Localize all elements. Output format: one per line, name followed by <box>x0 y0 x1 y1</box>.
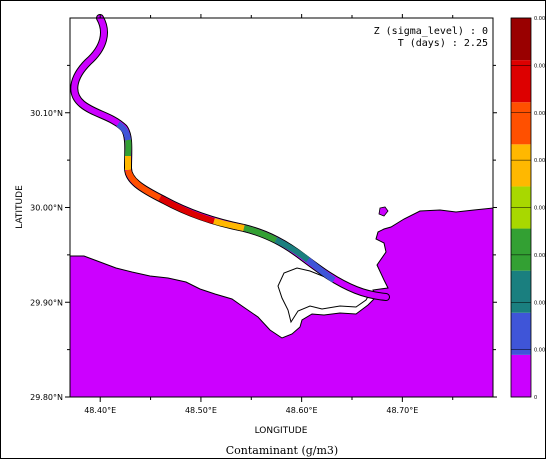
annotation-sigma-level: Z (sigma_level) : 0 <box>374 26 488 37</box>
colorbar-swatch <box>511 313 531 355</box>
colorbar-swatch <box>511 144 531 186</box>
y-tick-label: 30.10°N <box>30 109 63 118</box>
y-tick-label: 30.00°N <box>30 204 63 213</box>
colorbar-label: 0.0007 <box>534 63 546 69</box>
colorbar-label: 0 <box>534 395 537 401</box>
colorbar-swatch <box>511 271 531 313</box>
colorbar-label: 0.0008 <box>534 16 546 22</box>
annotation-time: T (days) : 2.25 <box>398 38 488 49</box>
colorbar-label: 0.0002 <box>534 300 546 306</box>
colorbar-swatch <box>511 60 531 102</box>
y-tick-label: 29.90°N <box>30 298 63 307</box>
x-axis-title: LONGITUDE <box>255 426 308 436</box>
colorbar-swatch <box>511 18 531 60</box>
colorbar-label: 0.0005 <box>534 158 546 164</box>
x-tick-label: 48.40°E <box>84 406 116 415</box>
x-tick-label: 48.70°E <box>386 406 418 415</box>
colorbar-swatch <box>511 229 531 271</box>
x-tick-label: 48.60°E <box>286 406 318 415</box>
colorbar-label: 0.0003 <box>534 253 546 259</box>
plot-area <box>70 18 493 397</box>
y-tick-label: 29.80°N <box>30 393 63 402</box>
y-axis-title: LATITUDE <box>15 185 25 229</box>
variable-title: Contaminant (g/m3) <box>226 444 338 457</box>
colorbar-label: 0.0006 <box>534 111 546 117</box>
colorbar-label: 0.0004 <box>534 206 546 212</box>
colorbar-swatch <box>511 102 531 144</box>
colorbar-swatch <box>511 355 531 397</box>
x-tick-label: 48.50°E <box>185 406 217 415</box>
colorbar-label: 0.0001 <box>534 348 546 354</box>
colorbar: 0 0.0001 0.0002 0.0003 0.0004 0.0005 0.0006 0.0… <box>511 16 546 401</box>
